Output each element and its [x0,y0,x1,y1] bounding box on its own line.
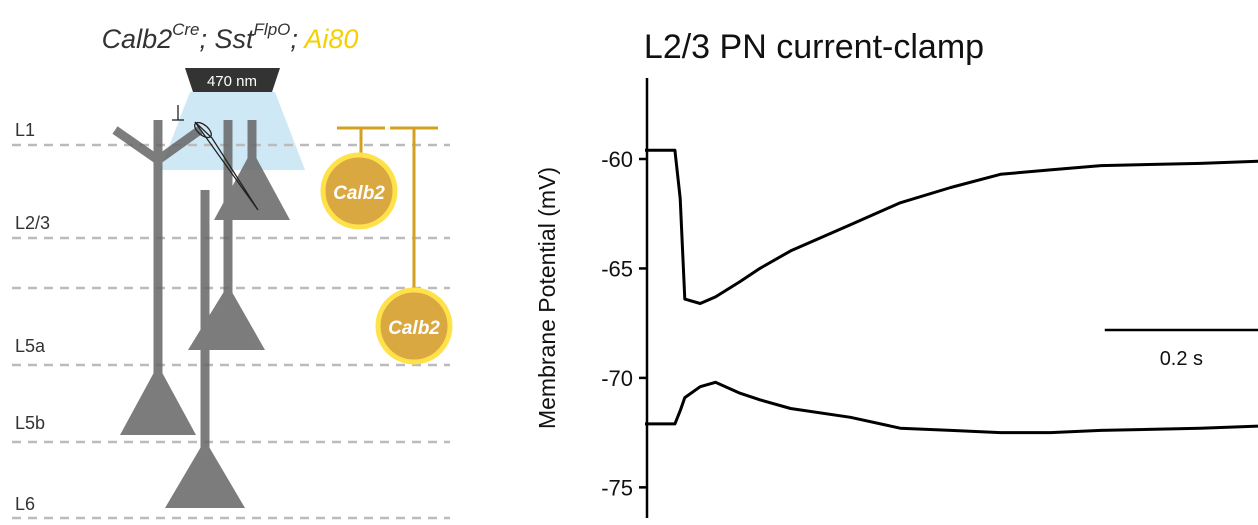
scale-bar-label: 0.2 s [1160,348,1203,370]
soma [165,440,245,508]
separator: ; [290,24,304,54]
trace [645,150,1258,303]
reporter: Ai80 [302,24,358,54]
layer-label: L6 [15,494,35,514]
soma [120,365,196,435]
genotype-title: Calb2Cre; SstFlpO; Ai80 [102,20,359,54]
gene: Calb2 [102,24,173,54]
superscript: FlpO [254,20,291,39]
layer-label: L1 [15,120,35,140]
gene: ; Sst [200,24,256,54]
layer-label: L5b [15,413,45,433]
y-tick-label: -60 [601,147,633,172]
soma [188,285,265,350]
cell-label: Calb2 [333,183,385,204]
y-tick-label: -70 [601,366,633,391]
light-label: 470 nm [207,73,257,90]
chart-title: L2/3 PN current-clamp [644,28,984,66]
layer-label: L2/3 [15,213,50,233]
y-axis-label: Membrane Potential (mV) [534,167,560,429]
layer-label: L5a [15,336,46,356]
y-tick-label: -75 [601,475,633,500]
cell-label: Calb2 [388,318,440,339]
superscript: Cre [172,20,199,39]
figure: Calb2Cre; SstFlpO; Ai80 470 nm L1 L2/3 L… [0,0,1258,520]
trace [645,382,1258,432]
y-tick-label: -65 [601,256,633,281]
pyramidal-neurons [115,120,290,508]
